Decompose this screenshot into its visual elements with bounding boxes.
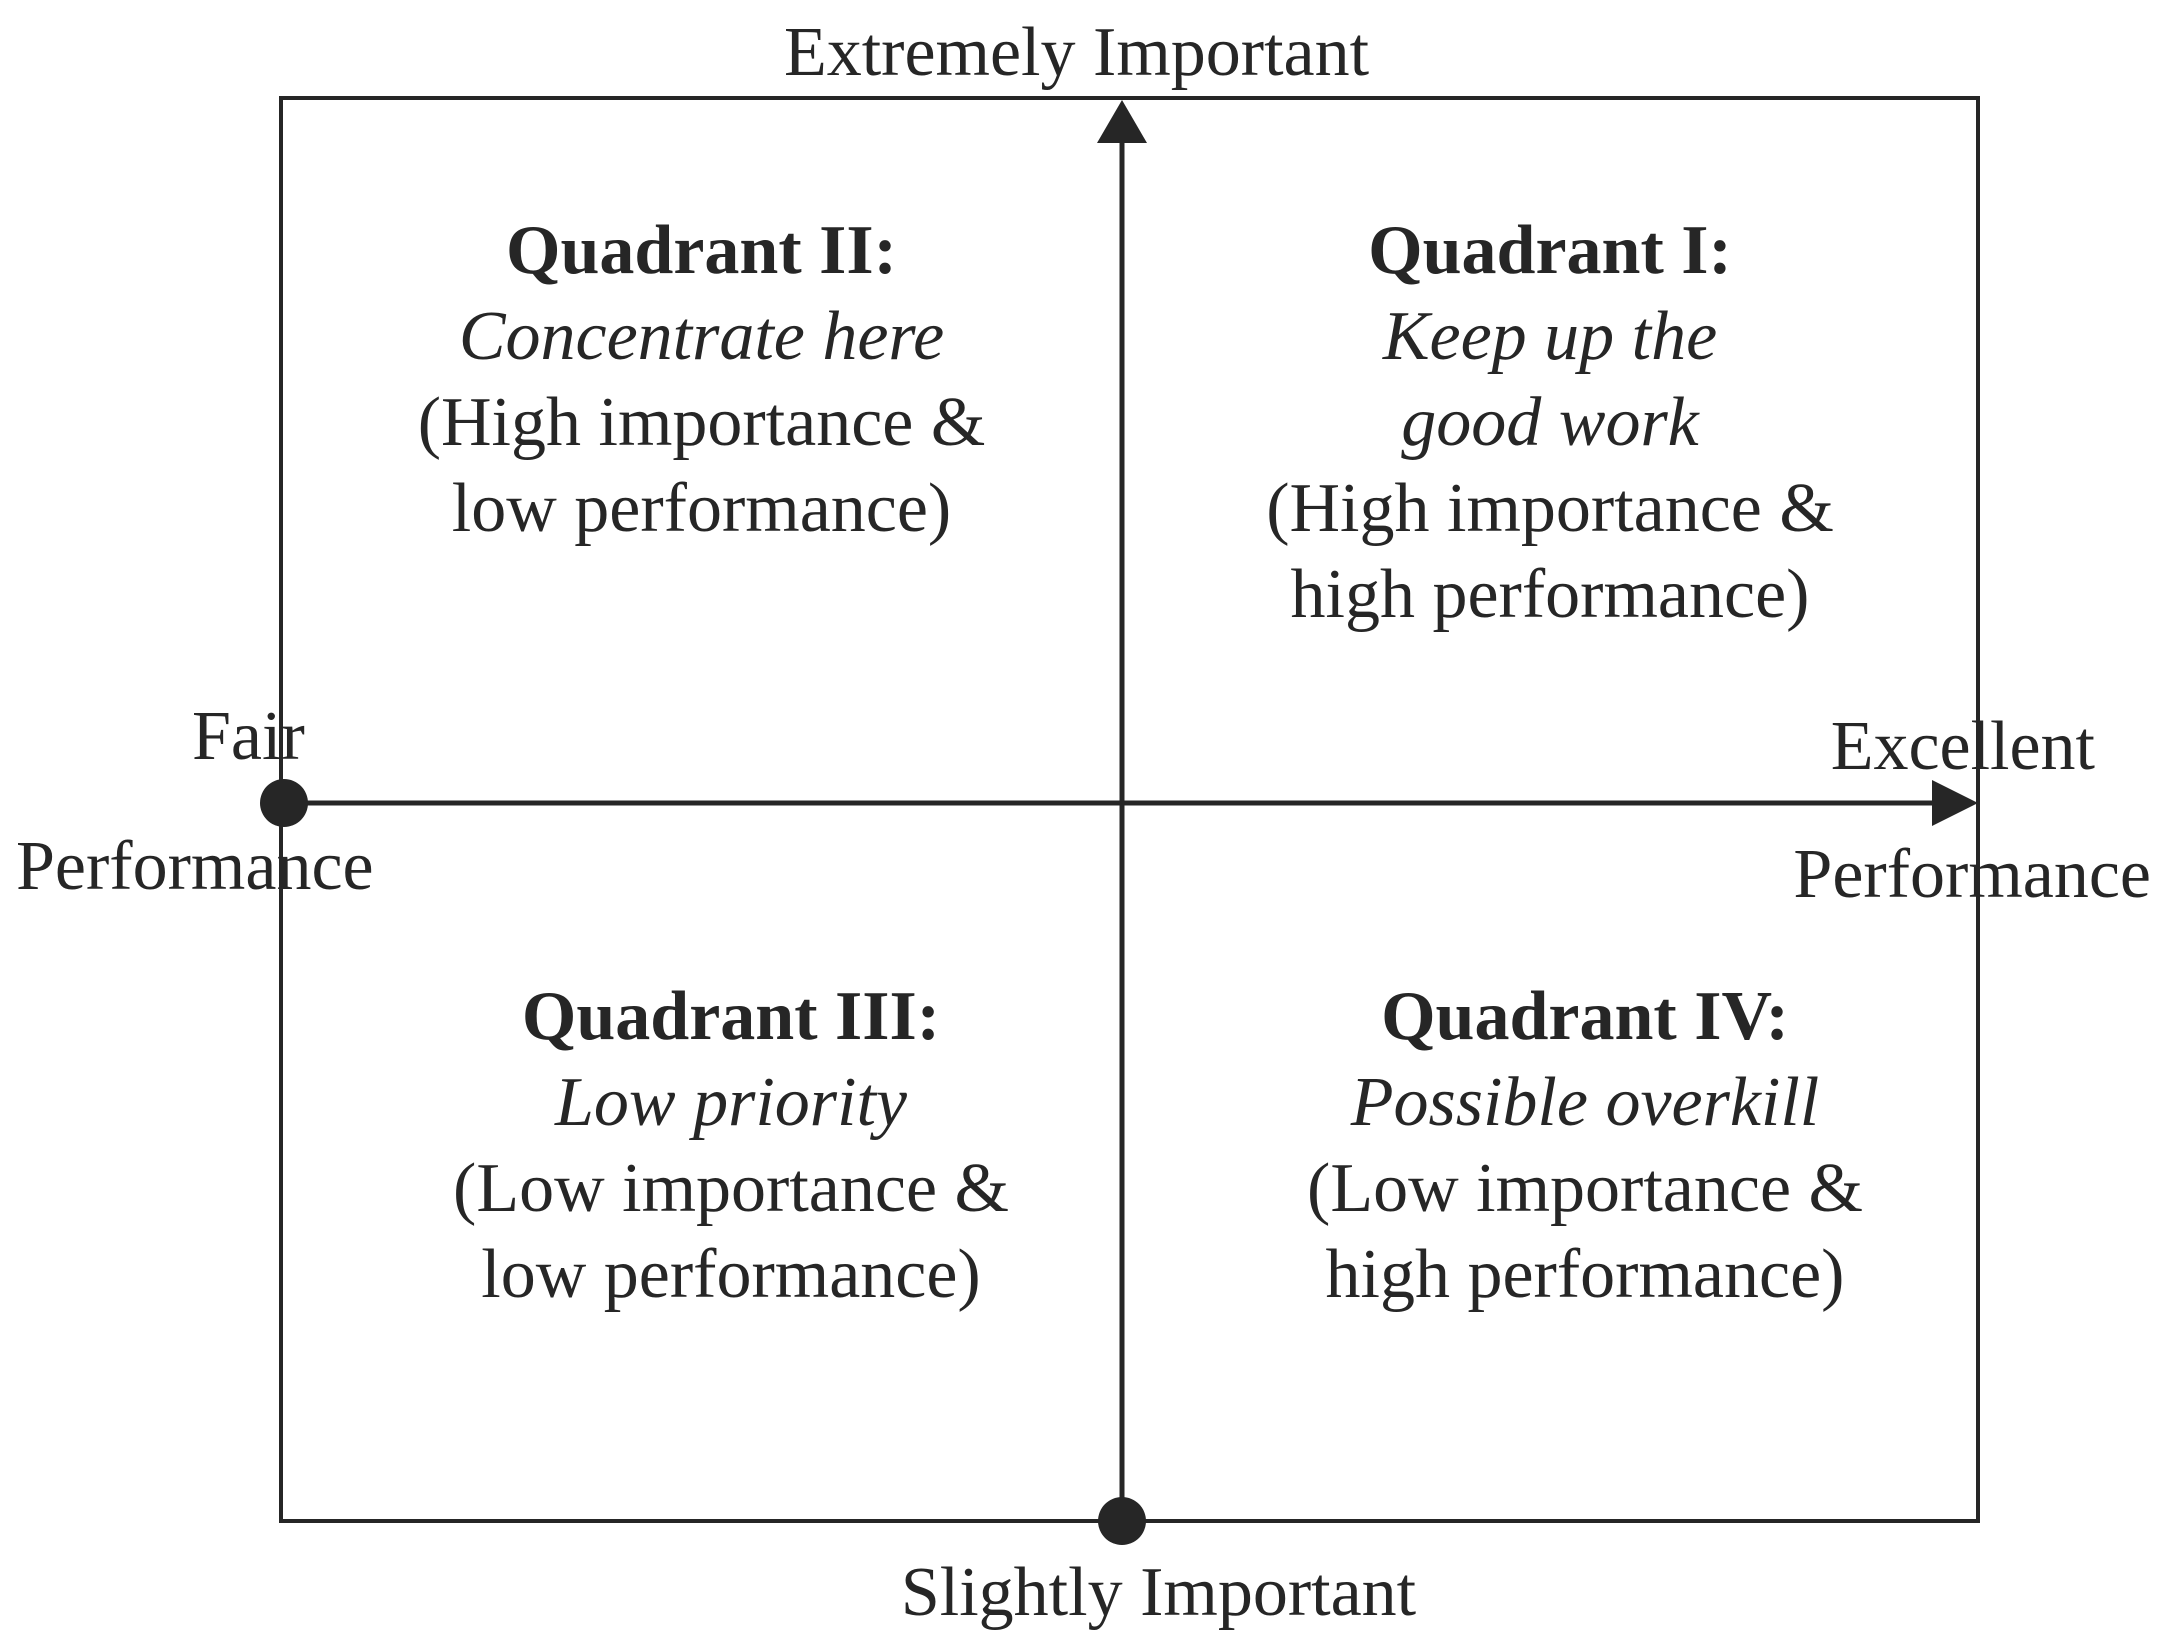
quadrant-2-desc-line2: low performance) bbox=[451, 470, 952, 547]
importance-axis-arrowhead bbox=[1097, 100, 1147, 143]
importance-axis-origin-dot bbox=[1098, 1497, 1146, 1545]
bottom-axis-label: Slightly Important bbox=[900, 1554, 1417, 1631]
quadrant-1-subtitle-line2: good work bbox=[1401, 384, 1699, 461]
quadrant-3-desc-line1: (Low importance & bbox=[453, 1150, 1009, 1227]
quadrant-4-title: Quadrant IV: bbox=[1381, 978, 1789, 1055]
quadrant-3-desc-line2: low performance) bbox=[481, 1236, 981, 1313]
performance-axis-arrowhead bbox=[1932, 780, 1978, 826]
quadrant-4: Quadrant IV: Possible overkill (Low impo… bbox=[1160, 974, 2010, 1318]
quadrant-4-subtitle: Possible overkill bbox=[1350, 1064, 1820, 1141]
quadrant-4-desc-line1: (Low importance & bbox=[1307, 1150, 1863, 1227]
quadrant-1-desc-line1: (High importance & bbox=[1266, 470, 1834, 547]
quadrant-1: Quadrant I: Keep up the good work (High … bbox=[1122, 208, 1978, 638]
left-axis-name: Performance bbox=[16, 828, 374, 905]
quadrant-2-title: Quadrant II: bbox=[506, 212, 897, 289]
quadrant-4-desc-line2: high performance) bbox=[1325, 1236, 1845, 1313]
quadrant-1-subtitle-line1: Keep up the bbox=[1382, 298, 1718, 375]
quadrant-3: Quadrant III: Low priority (Low importan… bbox=[281, 974, 1181, 1318]
performance-axis-origin-dot bbox=[260, 779, 308, 827]
quadrant-3-subtitle: Low priority bbox=[554, 1064, 908, 1141]
right-axis-name: Performance bbox=[1793, 836, 2151, 913]
quadrant-2-subtitle: Concentrate here bbox=[458, 298, 945, 375]
left-axis-end-label: Fair bbox=[192, 698, 305, 775]
top-axis-label: Extremely Important bbox=[783, 14, 1370, 91]
quadrant-2: Quadrant II: Concentrate here (High impo… bbox=[281, 208, 1122, 552]
quadrant-3-title: Quadrant III: bbox=[521, 978, 941, 1055]
quadrant-1-title: Quadrant I: bbox=[1368, 212, 1732, 289]
right-axis-end-label: Excellent bbox=[1830, 708, 2095, 785]
quadrant-2-desc-line1: (High importance & bbox=[417, 384, 986, 461]
quadrant-1-desc-line2: high performance) bbox=[1290, 556, 1810, 633]
